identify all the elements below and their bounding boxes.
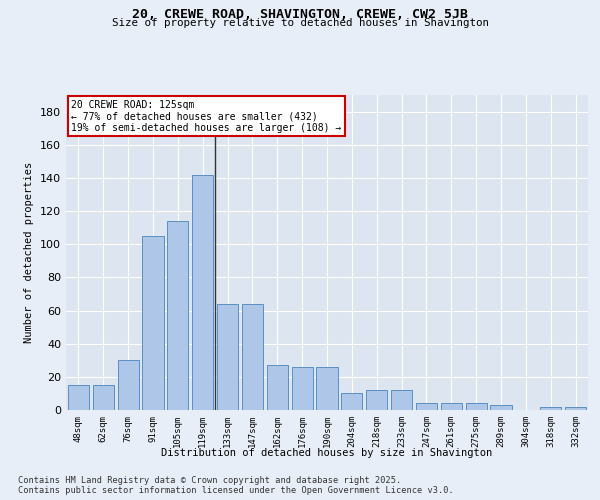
Bar [292, 367, 313, 410]
Bar [217, 304, 238, 410]
Bar [267, 365, 288, 410]
Bar [391, 390, 412, 410]
Bar [466, 404, 487, 410]
Bar [490, 405, 512, 410]
Bar [416, 404, 437, 410]
Text: 20, CREWE ROAD, SHAVINGTON, CREWE, CW2 5JB: 20, CREWE ROAD, SHAVINGTON, CREWE, CW2 5… [132, 8, 468, 20]
Text: Distribution of detached houses by size in Shavington: Distribution of detached houses by size … [161, 448, 493, 458]
Bar [118, 360, 139, 410]
Bar [366, 390, 387, 410]
Bar [341, 394, 362, 410]
Text: 20 CREWE ROAD: 125sqm
← 77% of detached houses are smaller (432)
19% of semi-det: 20 CREWE ROAD: 125sqm ← 77% of detached … [71, 100, 341, 133]
Text: Contains public sector information licensed under the Open Government Licence v3: Contains public sector information licen… [18, 486, 454, 495]
Bar [441, 404, 462, 410]
Bar [192, 174, 213, 410]
Bar [565, 406, 586, 410]
Bar [167, 221, 188, 410]
Text: Size of property relative to detached houses in Shavington: Size of property relative to detached ho… [112, 18, 488, 28]
Bar [68, 385, 89, 410]
Y-axis label: Number of detached properties: Number of detached properties [25, 162, 34, 343]
Text: Contains HM Land Registry data © Crown copyright and database right 2025.: Contains HM Land Registry data © Crown c… [18, 476, 401, 485]
Bar [540, 406, 561, 410]
Bar [93, 385, 114, 410]
Bar [142, 236, 164, 410]
Bar [242, 304, 263, 410]
Bar [316, 367, 338, 410]
